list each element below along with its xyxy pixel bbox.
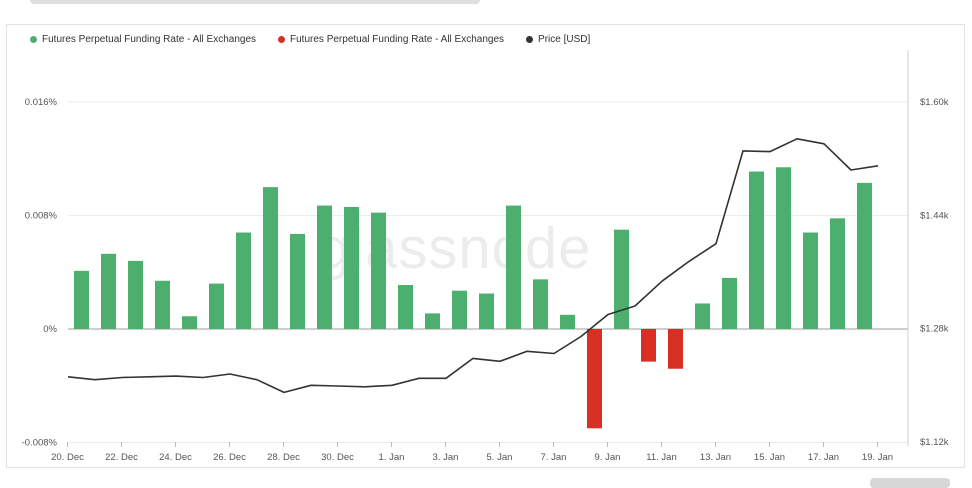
x-tick-label: 5. Jan [487,452,513,463]
x-tick-label: 9. Jan [595,452,621,463]
bar-positive [101,253,116,329]
bar-positive [263,187,278,329]
bar-positive [128,260,143,329]
y-left-tick-label: 0.016% [25,97,58,108]
bar-positive [803,232,818,329]
x-tick-label: 7. Jan [541,452,567,463]
bar-positive [236,232,251,329]
y-left-tick-label: -0.008% [22,438,58,449]
bar-positive [506,205,521,329]
bar-positive [290,233,305,329]
x-tick-label: 17. Jan [808,452,839,463]
x-tick-label: 30. Dec [321,452,354,463]
bar-positive [749,171,764,329]
bar-positive [533,279,548,329]
chart-legend: Futures Perpetual Funding Rate - All Exc… [30,34,590,45]
x-tick-label: 1. Jan [379,452,405,463]
bar-positive [74,270,89,329]
x-tick-label: 19. Jan [862,452,893,463]
legend-label: Futures Perpetual Funding Rate - All Exc… [290,34,505,45]
price-line [67,138,879,394]
bar-positive [857,182,872,329]
footer-logo [870,478,950,488]
header-strip [30,0,480,4]
legend-swatch-black [526,36,534,43]
legend-swatch-red [278,36,286,43]
bar-positive [695,303,710,329]
bar-positive [452,290,467,329]
y-right-tick-label: $1.12k [920,437,949,448]
legend-item-funding-positive[interactable]: Futures Perpetual Funding Rate - All Exc… [30,34,256,45]
bar-negative [587,329,602,429]
bar-positive [614,229,629,329]
bar-positive [344,206,359,329]
legend-item-price[interactable]: Price [USD] [526,34,590,45]
bar-positive [830,218,845,329]
bar-positive [722,277,737,329]
bar-negative [668,329,683,369]
watermark-logo: glassnode [318,216,592,281]
legend-label: Price [USD] [538,34,591,45]
x-tick-label: 3. Jan [433,452,459,463]
legend-swatch-green [30,36,37,43]
bar-positive [425,313,440,329]
bar-positive [371,212,386,329]
x-tick-label: 28. Dec [267,452,300,463]
x-tick-label: 20. Dec [51,452,84,463]
y-left-tick-label: 0.008% [25,211,58,222]
x-tick-label: 26. Dec [213,452,246,463]
bar-positive [479,293,494,329]
bar-positive [209,283,224,329]
bar-negative [641,329,656,362]
bar-positive [560,314,575,329]
x-tick-label: 15. Jan [754,452,785,463]
y-left-tick-label: 0% [43,324,57,335]
bar-positive [182,316,197,329]
y-right-tick-label: $1.44k [920,210,949,221]
bar-positive [155,280,170,329]
legend-item-funding-negative[interactable]: Futures Perpetual Funding Rate - All Exc… [278,34,504,45]
legend-label: Futures Perpetual Funding Rate - All Exc… [42,34,257,45]
bar-positive [776,167,791,329]
y-right-tick-label: $1.28k [920,324,949,335]
x-tick-label: 11. Jan [646,452,676,463]
bar-positive [317,205,332,329]
bar-positive [398,285,413,329]
x-tick-label: 24. Dec [159,452,192,463]
y-right-tick-label: $1.60k [920,97,949,108]
x-tick-label: 22. Dec [105,452,138,463]
x-tick-label: 13. Jan [700,452,731,463]
